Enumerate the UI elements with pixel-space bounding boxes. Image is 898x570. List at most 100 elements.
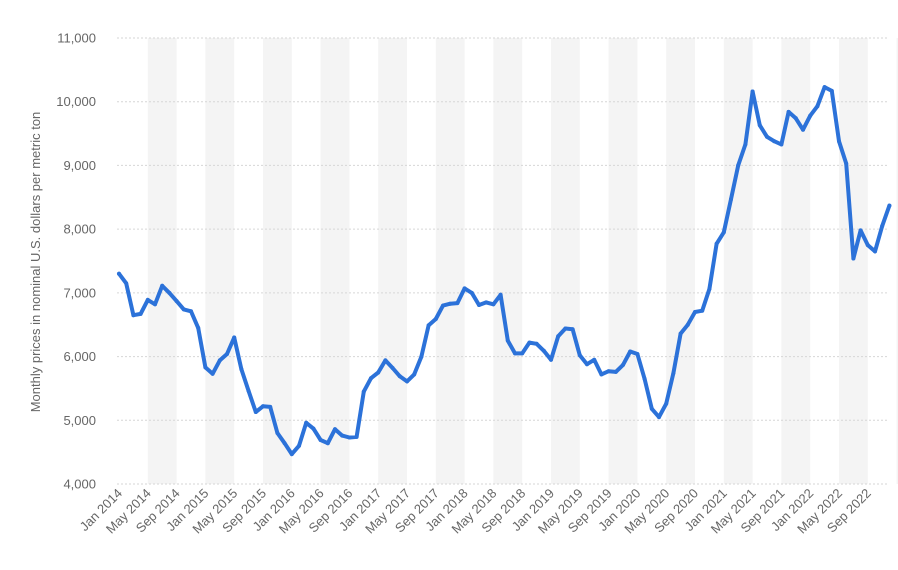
data-point[interactable] — [333, 427, 337, 432]
data-point[interactable] — [297, 443, 301, 448]
data-point[interactable] — [765, 134, 769, 139]
data-point[interactable] — [253, 410, 258, 414]
data-point[interactable] — [448, 301, 453, 306]
data-point[interactable] — [325, 441, 330, 446]
data-point[interactable] — [217, 358, 222, 363]
data-point[interactable] — [477, 303, 481, 307]
data-point[interactable] — [563, 326, 568, 331]
data-point[interactable] — [721, 230, 726, 235]
data-point[interactable] — [743, 142, 748, 147]
data-point[interactable] — [153, 302, 157, 307]
data-point[interactable] — [196, 325, 201, 330]
data-point[interactable] — [671, 371, 676, 376]
data-point[interactable] — [599, 372, 604, 377]
data-point[interactable] — [829, 88, 834, 93]
data-point[interactable] — [779, 142, 784, 147]
data-point[interactable] — [808, 113, 813, 118]
data-point[interactable] — [801, 127, 805, 132]
data-point[interactable] — [642, 376, 647, 381]
data-point[interactable] — [858, 228, 863, 233]
data-point[interactable] — [664, 401, 669, 406]
data-point[interactable] — [340, 433, 345, 438]
data-point[interactable] — [844, 161, 849, 166]
data-point[interactable] — [455, 301, 460, 306]
data-point[interactable] — [606, 369, 611, 374]
data-point[interactable] — [707, 287, 712, 291]
data-point[interactable] — [657, 415, 661, 420]
data-point[interactable] — [210, 371, 215, 376]
data-point[interactable] — [405, 379, 409, 384]
data-point[interactable] — [585, 362, 589, 367]
data-point[interactable] — [613, 369, 618, 374]
data-point[interactable] — [246, 389, 251, 393]
data-point[interactable] — [174, 299, 179, 304]
data-point[interactable] — [750, 89, 755, 94]
data-point[interactable] — [534, 341, 539, 346]
data-point[interactable] — [865, 243, 870, 248]
data-point[interactable] — [520, 351, 525, 356]
data-point[interactable] — [498, 292, 503, 297]
data-point[interactable] — [383, 358, 388, 363]
data-point[interactable] — [160, 283, 165, 288]
data-point[interactable] — [527, 340, 532, 345]
data-point[interactable] — [887, 203, 892, 208]
data-point[interactable] — [181, 307, 186, 312]
data-point[interactable] — [426, 323, 431, 328]
data-point[interactable] — [793, 116, 798, 121]
data-point[interactable] — [361, 389, 366, 394]
data-point[interactable] — [649, 406, 654, 411]
data-point[interactable] — [433, 317, 438, 321]
data-point[interactable] — [390, 366, 395, 370]
data-point[interactable] — [369, 376, 373, 381]
data-point[interactable] — [873, 249, 877, 254]
data-point[interactable] — [772, 139, 777, 144]
data-point[interactable] — [275, 431, 280, 435]
data-point[interactable] — [268, 404, 273, 409]
data-point[interactable] — [822, 85, 827, 90]
data-point[interactable] — [232, 335, 237, 340]
data-point[interactable] — [851, 256, 856, 261]
data-point[interactable] — [513, 351, 517, 356]
data-point[interactable] — [138, 311, 143, 316]
data-point[interactable] — [577, 353, 582, 358]
data-point[interactable] — [289, 452, 294, 457]
data-point[interactable] — [441, 303, 445, 308]
data-point[interactable] — [491, 302, 496, 307]
data-point[interactable] — [347, 435, 352, 440]
data-point[interactable] — [714, 241, 719, 246]
data-point[interactable] — [124, 281, 129, 286]
data-point[interactable] — [239, 367, 244, 372]
data-point[interactable] — [592, 357, 597, 362]
data-point[interactable] — [693, 310, 697, 314]
data-point[interactable] — [700, 308, 705, 313]
data-point[interactable] — [397, 374, 402, 379]
data-point[interactable] — [685, 322, 690, 327]
data-point[interactable] — [311, 426, 316, 431]
data-point[interactable] — [628, 349, 633, 354]
data-point[interactable] — [318, 438, 323, 442]
data-point[interactable] — [412, 372, 417, 377]
data-point[interactable] — [145, 297, 150, 302]
data-point[interactable] — [117, 271, 121, 276]
data-point[interactable] — [815, 104, 820, 109]
data-point[interactable] — [225, 352, 229, 356]
data-point[interactable] — [419, 354, 424, 359]
data-point[interactable] — [167, 290, 172, 295]
data-point[interactable] — [621, 362, 625, 367]
data-point[interactable] — [505, 338, 510, 343]
data-point[interactable] — [541, 348, 546, 353]
data-point[interactable] — [729, 197, 733, 202]
data-point[interactable] — [376, 370, 381, 375]
data-point[interactable] — [635, 352, 640, 356]
data-point[interactable] — [131, 313, 136, 318]
data-point[interactable] — [678, 331, 683, 336]
data-point[interactable] — [282, 441, 287, 446]
data-point[interactable] — [570, 327, 575, 332]
data-point[interactable] — [556, 334, 561, 339]
data-point[interactable] — [484, 300, 489, 305]
data-point[interactable] — [757, 123, 762, 128]
data-point[interactable] — [837, 139, 841, 144]
data-point[interactable] — [736, 163, 741, 168]
data-point[interactable] — [354, 434, 359, 439]
data-point[interactable] — [880, 224, 885, 228]
